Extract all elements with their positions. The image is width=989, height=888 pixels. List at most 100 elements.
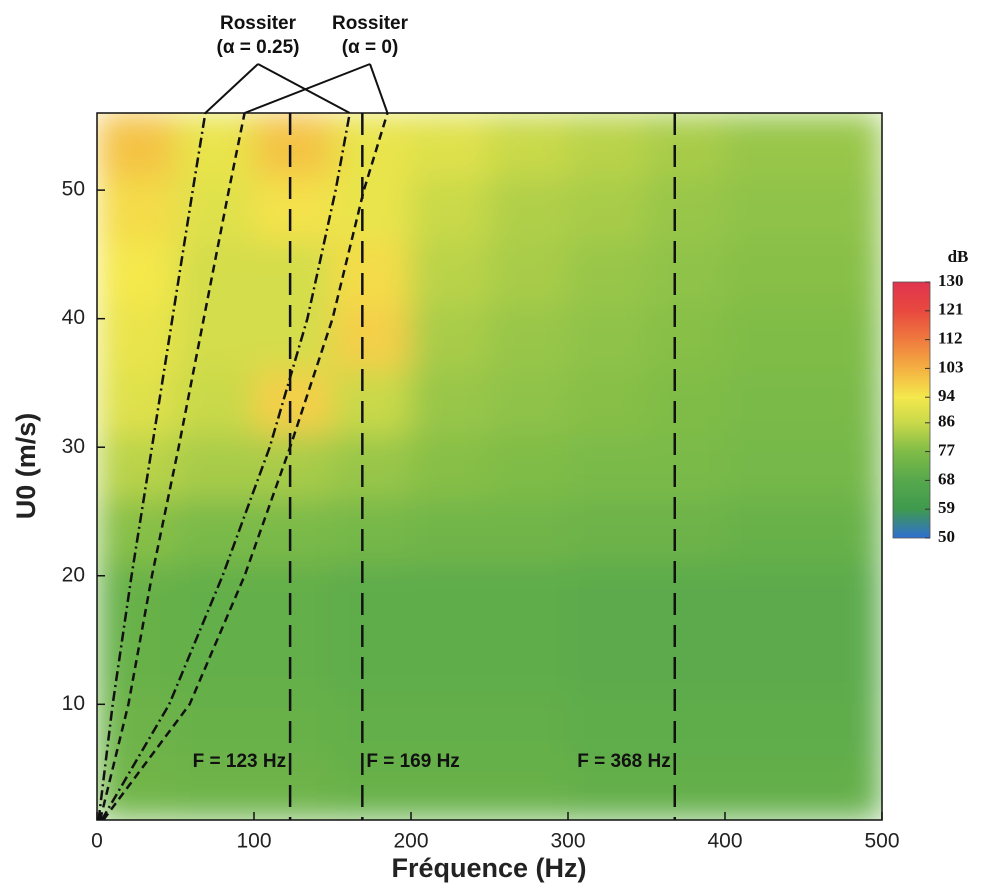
colorbar-tick-label: 112 — [938, 329, 963, 348]
colorbar-tick-label: 59 — [938, 498, 955, 517]
heat-cell — [97, 305, 176, 371]
y-axis-title: U0 (m/s) — [11, 413, 41, 520]
heat-cell — [803, 113, 882, 178]
heat-cell — [646, 562, 726, 628]
heat-cell — [567, 690, 647, 757]
heat-cell — [724, 562, 804, 628]
heat-cell — [803, 690, 882, 757]
colorbar-title: dB — [948, 247, 969, 266]
heat-cell — [332, 626, 412, 692]
heat-cell — [567, 176, 647, 243]
heat-cell — [724, 369, 804, 435]
heat-cell — [567, 305, 647, 371]
annotation: (α = 0.25) — [217, 37, 300, 58]
heat-cell — [332, 241, 412, 307]
heat-cell — [489, 755, 569, 820]
heat-cell — [489, 113, 569, 178]
heat-cell — [175, 241, 255, 307]
heatmap-cells — [97, 113, 882, 820]
colorbar-tick-label: 50 — [938, 527, 955, 546]
heat-cell — [332, 369, 412, 435]
heat-cell — [567, 113, 647, 178]
heat-cell — [724, 433, 804, 500]
heat-cell — [97, 433, 176, 500]
heat-cell — [724, 690, 804, 757]
heat-cell — [803, 562, 882, 628]
heat-cell — [97, 626, 176, 692]
heat-cell — [175, 305, 255, 371]
heat-cell — [567, 626, 647, 692]
heat-cell — [97, 690, 176, 757]
heat-cell — [724, 113, 804, 178]
rossiter-curve — [102, 112, 389, 821]
heat-cell — [489, 305, 569, 371]
heat-cell — [253, 433, 333, 500]
heat-cell — [803, 626, 882, 692]
x-tick-label: 300 — [550, 830, 585, 853]
heat-cell — [332, 176, 412, 243]
heat-cell — [724, 176, 804, 243]
heat-cell — [410, 433, 490, 500]
heat-cell — [97, 498, 176, 564]
heat-cell — [803, 498, 882, 564]
colorbar-tick-label: 103 — [938, 357, 964, 376]
heat-cell — [803, 433, 882, 500]
heat-cell — [803, 369, 882, 435]
heat-cell — [175, 562, 255, 628]
heat-cell — [410, 305, 490, 371]
frequency-label: F = 123 Hz — [193, 751, 286, 772]
heat-cell — [97, 176, 176, 243]
heat-cell — [724, 626, 804, 692]
x-tick-label: 0 — [91, 830, 103, 853]
heat-cell — [332, 562, 412, 628]
annotation: Rossiter — [332, 13, 409, 34]
heat-cell — [410, 690, 490, 757]
heat-cell — [97, 755, 176, 820]
heat-cell — [489, 176, 569, 243]
heat-cell — [567, 562, 647, 628]
heat-cell — [253, 755, 333, 820]
heat-cell — [567, 498, 647, 564]
heat-cell — [332, 690, 412, 757]
heat-cell — [253, 626, 333, 692]
heat-cell — [410, 562, 490, 628]
y-tick-label: 10 — [62, 692, 85, 715]
y-tick-label: 30 — [62, 435, 85, 458]
heat-cell — [803, 176, 882, 243]
heat-cell — [175, 690, 255, 757]
heat-cell — [253, 305, 333, 371]
colorbar-tick-label: 94 — [938, 386, 956, 405]
heat-cell — [567, 241, 647, 307]
heat-cell — [332, 755, 412, 820]
heat-cell — [489, 498, 569, 564]
y-tick-label: 50 — [62, 178, 85, 201]
heat-cell — [410, 498, 490, 564]
heat-cell — [175, 113, 255, 178]
heat-cell — [97, 369, 176, 435]
frequency-label: F = 368 Hz — [577, 751, 670, 772]
colorbar-tick-label: 68 — [938, 469, 955, 488]
heat-cell — [410, 755, 490, 820]
y-tick-label: 20 — [62, 563, 85, 586]
heat-cell — [97, 113, 176, 178]
annotation: (α = 0) — [342, 37, 399, 58]
heat-cell — [489, 369, 569, 435]
heat-cell — [803, 241, 882, 307]
y-tick-label: 40 — [62, 306, 85, 329]
heat-cell — [489, 433, 569, 500]
heat-cell — [332, 433, 412, 500]
colorbar-tick-label: 77 — [938, 441, 956, 460]
annotation: Rossiter — [220, 13, 297, 34]
heat-cell — [97, 562, 176, 628]
heat-cell — [724, 498, 804, 564]
overlay: 0 100 200 300 400 500 10 20 30 40 50 F = 123 Hz F = … — [62, 13, 964, 853]
heat-cell — [97, 241, 176, 307]
heat-cell — [724, 755, 804, 820]
heat-cell — [410, 241, 490, 307]
heat-cell — [803, 305, 882, 371]
leader-line — [369, 63, 389, 114]
heat-cell — [646, 690, 726, 757]
heat-cell — [253, 113, 333, 178]
heat-cell — [332, 305, 412, 371]
